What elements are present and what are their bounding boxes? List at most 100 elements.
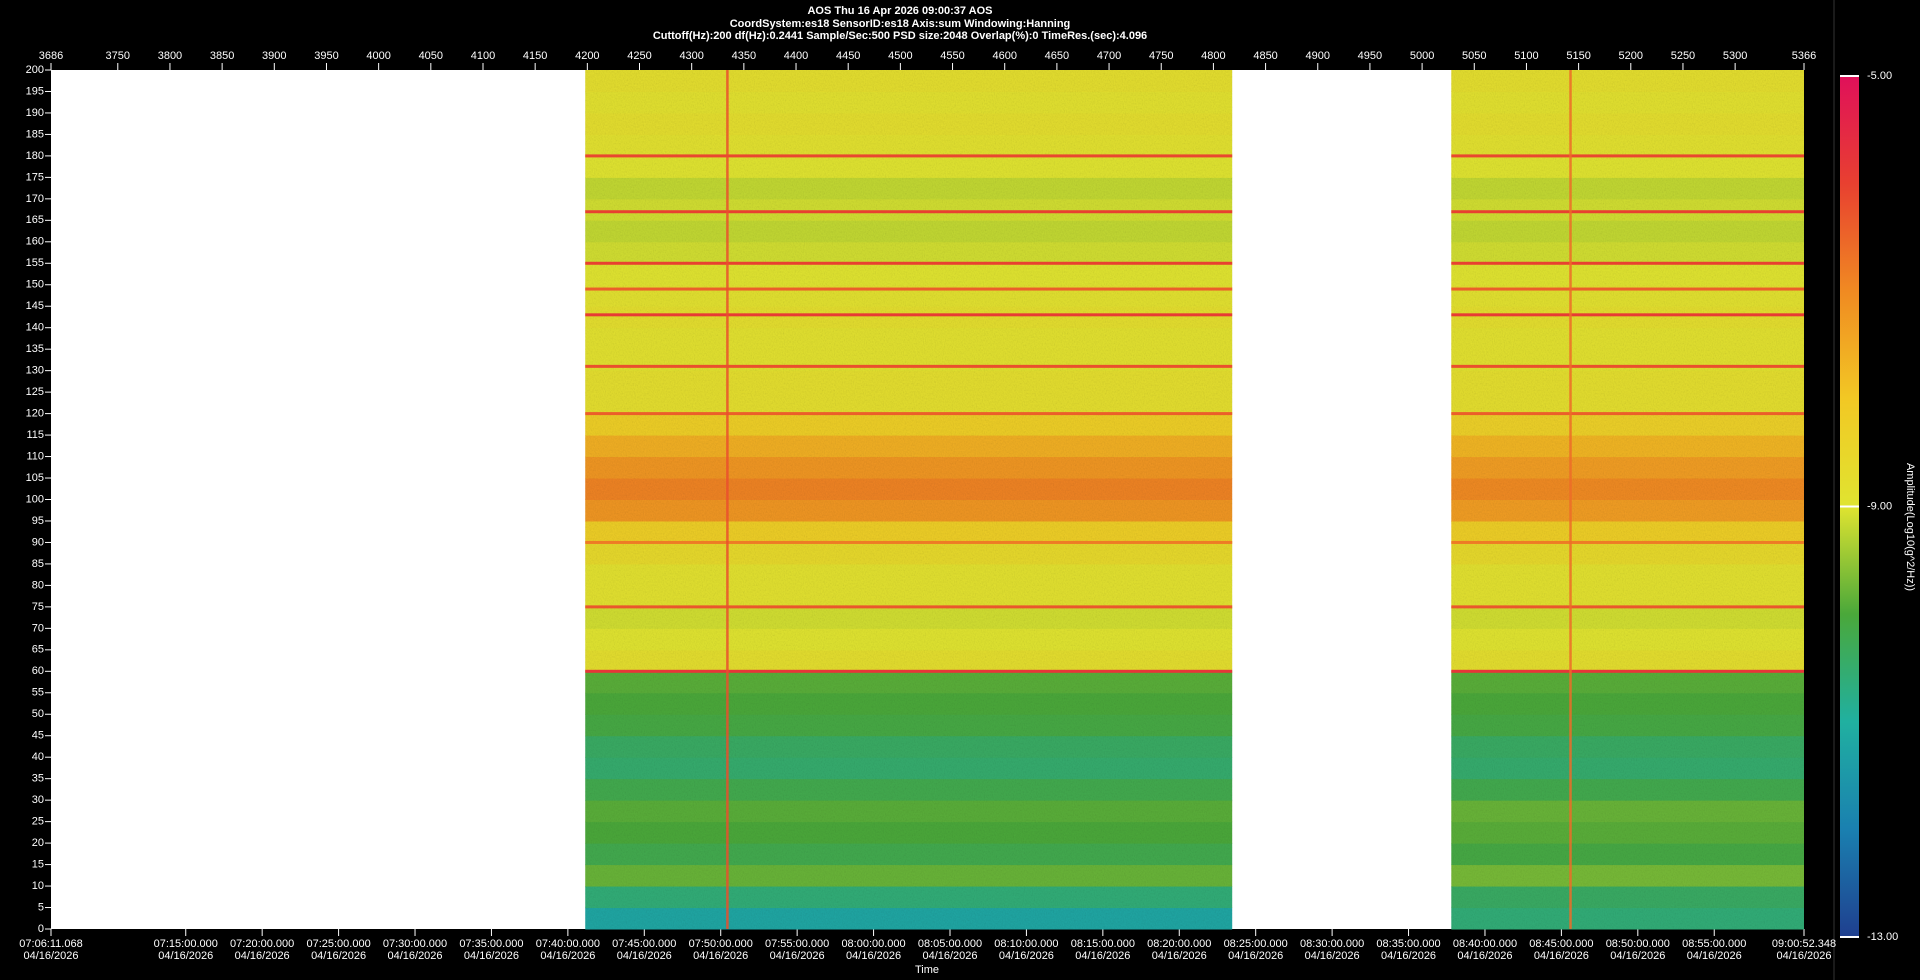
- transient-line: [726, 70, 729, 929]
- colorbar-tick-label: -13.00: [1867, 931, 1898, 943]
- x-tick-label: 4200: [575, 50, 599, 62]
- colorbar-tick-label: -5.00: [1867, 70, 1892, 82]
- x2-tick-label: 08:10:00.000: [994, 938, 1058, 950]
- spectrogram-segment: [585, 70, 1233, 930]
- x2-tick-label: 09:00:52.348: [1772, 938, 1836, 950]
- x2-tick-label: 07:35:00.000: [459, 938, 523, 950]
- x2-tick-label: 08:25:00.000: [1224, 938, 1288, 950]
- x2-tick-label: 08:55:00.000: [1682, 938, 1746, 950]
- settings-line: Cuttoff(Hz):200 df(Hz):0.2441 Sample/Sec…: [653, 30, 1147, 42]
- spectral-line: [1451, 412, 1804, 416]
- y-tick-label: 5: [38, 901, 44, 913]
- x2-tick-date: 04/16/2026: [1610, 950, 1665, 962]
- y-tick-label: 165: [26, 214, 44, 226]
- y-tick-label: 195: [26, 85, 44, 97]
- x-tick-label: 4300: [679, 50, 703, 62]
- y-tick-label: 15: [32, 858, 44, 870]
- spectral-line: [585, 154, 1233, 158]
- y-tick-label: 185: [26, 128, 44, 140]
- spectral-line: [1451, 261, 1804, 265]
- y-tick-label: 200: [26, 64, 44, 76]
- x2-tick-label: 08:40:00.000: [1453, 938, 1517, 950]
- x2-tick-label: 08:35:00.000: [1376, 938, 1440, 950]
- x2-tick-label: 07:06:11.068: [19, 938, 82, 950]
- y-tick-label: 80: [32, 579, 44, 591]
- x2-tick-date: 04/16/2026: [922, 950, 977, 962]
- x-tick-label: 4550: [940, 50, 964, 62]
- y-tick-label: 10: [32, 880, 44, 892]
- spectral-line: [585, 412, 1233, 416]
- x2-tick-label: 07:15:00.000: [154, 938, 218, 950]
- x-tick-label: 4600: [992, 50, 1016, 62]
- x-tick-label: 5300: [1723, 50, 1747, 62]
- x2-tick-label: 07:20:00.000: [230, 938, 294, 950]
- y-tick-label: 50: [32, 708, 44, 720]
- y-tick-label: 125: [26, 386, 44, 398]
- spectral-line: [585, 364, 1233, 368]
- x2-tick-date: 04/16/2026: [158, 950, 213, 962]
- y-tick-label: 140: [26, 322, 44, 334]
- x-tick-label: 4650: [1045, 50, 1069, 62]
- y-tick-label: 105: [26, 472, 44, 484]
- colorbar-label: Amplitude(Log10(g^2/Hz)): [1904, 463, 1916, 591]
- x2-tick-label: 07:45:00.000: [612, 938, 676, 950]
- x2-tick-date: 04/16/2026: [1228, 950, 1283, 962]
- x-tick-label: 4500: [888, 50, 912, 62]
- x-tick-label: 3900: [262, 50, 286, 62]
- x-tick-label: 4700: [1097, 50, 1121, 62]
- x2-tick-date: 04/16/2026: [235, 950, 290, 962]
- x2-tick-label: 08:45:00.000: [1529, 938, 1593, 950]
- noise-texture: [1451, 70, 1804, 929]
- x2-tick-date: 04/16/2026: [1776, 950, 1831, 962]
- y-tick-label: 135: [26, 343, 44, 355]
- x-tick-label: 4250: [627, 50, 651, 62]
- y-tick-label: 95: [32, 515, 44, 527]
- x2-tick-date: 04/16/2026: [617, 950, 672, 962]
- x-tick-label: 3850: [210, 50, 234, 62]
- y-tick-label: 145: [26, 300, 44, 312]
- x2-tick-date: 04/16/2026: [1457, 950, 1512, 962]
- x-tick-label: 5200: [1619, 50, 1643, 62]
- x2-tick-label: 07:40:00.000: [536, 938, 600, 950]
- x2-tick-date: 04/16/2026: [693, 950, 748, 962]
- colorbar-tick-label: -9.00: [1867, 500, 1892, 512]
- spectral-line: [1451, 605, 1804, 609]
- chart-subtitle: CoordSystem:es18 SensorID:es18 Axis:sum …: [730, 18, 1071, 30]
- x-tick-label: 3750: [106, 50, 130, 62]
- y-tick-label: 170: [26, 193, 44, 205]
- x2-tick-label: 08:30:00.000: [1300, 938, 1364, 950]
- x2-tick-date: 04/16/2026: [999, 950, 1054, 962]
- y-tick-label: 25: [32, 816, 44, 828]
- y-tick-label: 35: [32, 773, 44, 785]
- y-tick-label: 155: [26, 257, 44, 269]
- spectral-line: [1451, 669, 1804, 673]
- x2-tick-date: 04/16/2026: [1687, 950, 1742, 962]
- y-tick-label: 65: [32, 644, 44, 656]
- y-tick-label: 150: [26, 279, 44, 291]
- x2-tick-date: 04/16/2026: [540, 950, 595, 962]
- spectral-line: [585, 540, 1233, 544]
- y-tick-label: 190: [26, 107, 44, 119]
- y-tick-label: 30: [32, 794, 44, 806]
- y-tick-label: 110: [26, 450, 44, 462]
- x-tick-label: 3950: [314, 50, 338, 62]
- x2-tick-label: 07:50:00.000: [689, 938, 753, 950]
- x2-tick-label: 07:25:00.000: [306, 938, 370, 950]
- transient-line: [1569, 70, 1572, 929]
- x-tick-label: 4050: [419, 50, 443, 62]
- x2-tick-date: 04/16/2026: [846, 950, 901, 962]
- x2-tick-label: 08:50:00.000: [1606, 938, 1670, 950]
- y-tick-label: 75: [32, 601, 44, 613]
- x-tick-label: 5150: [1566, 50, 1590, 62]
- x-tick-label: 4000: [366, 50, 390, 62]
- x2-tick-date: 04/16/2026: [23, 950, 78, 962]
- y-tick-label: 130: [26, 365, 44, 377]
- spectral-line: [1451, 313, 1804, 317]
- y-tick-label: 160: [26, 236, 44, 248]
- x2-tick-label: 08:00:00.000: [841, 938, 905, 950]
- spectral-line: [585, 261, 1233, 265]
- spectrogram-segment: [1451, 70, 1804, 930]
- x2-tick-label: 08:20:00.000: [1147, 938, 1211, 950]
- y-tick-label: 60: [32, 665, 44, 677]
- chart-title: AOS Thu 16 Apr 2026 09:00:37 AOS: [807, 5, 992, 17]
